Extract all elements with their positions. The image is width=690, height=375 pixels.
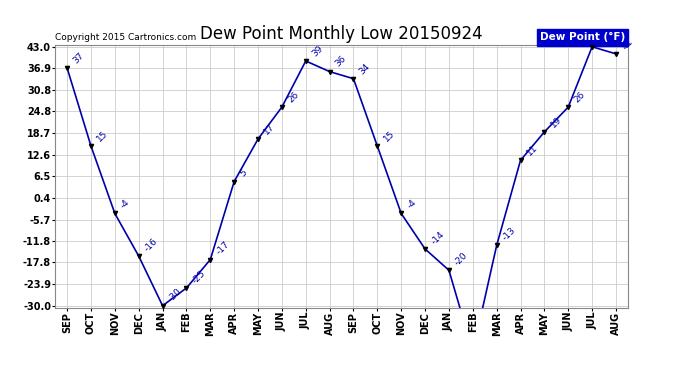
Text: 37: 37 bbox=[71, 51, 86, 65]
Text: Copyright 2015 Cartronics.com: Copyright 2015 Cartronics.com bbox=[55, 33, 197, 42]
Text: 36: 36 bbox=[334, 54, 348, 69]
Text: 5: 5 bbox=[238, 168, 249, 179]
Text: 43: 43 bbox=[596, 30, 611, 44]
Text: 39: 39 bbox=[310, 44, 324, 58]
Text: -13: -13 bbox=[501, 226, 518, 243]
Text: 15: 15 bbox=[95, 129, 110, 143]
Title: Dew Point Monthly Low 20150924: Dew Point Monthly Low 20150924 bbox=[200, 26, 483, 44]
Text: 41: 41 bbox=[620, 37, 635, 51]
Text: -30: -30 bbox=[167, 286, 184, 303]
Text: -20: -20 bbox=[453, 251, 470, 267]
Text: -4: -4 bbox=[119, 198, 132, 211]
Text: -25: -25 bbox=[190, 268, 207, 285]
Text: 17: 17 bbox=[262, 122, 277, 136]
Text: -17: -17 bbox=[215, 240, 231, 257]
Text: -4: -4 bbox=[405, 198, 418, 211]
Text: 34: 34 bbox=[357, 62, 372, 76]
Text: 19: 19 bbox=[549, 115, 563, 129]
Text: -14: -14 bbox=[429, 230, 446, 246]
Text: -43: -43 bbox=[0, 374, 1, 375]
Text: 26: 26 bbox=[286, 90, 300, 104]
Text: 15: 15 bbox=[382, 129, 396, 143]
Text: 26: 26 bbox=[573, 90, 586, 104]
Text: 11: 11 bbox=[524, 143, 539, 158]
Text: -16: -16 bbox=[143, 237, 159, 253]
Text: Dew Point (°F): Dew Point (°F) bbox=[540, 32, 625, 42]
